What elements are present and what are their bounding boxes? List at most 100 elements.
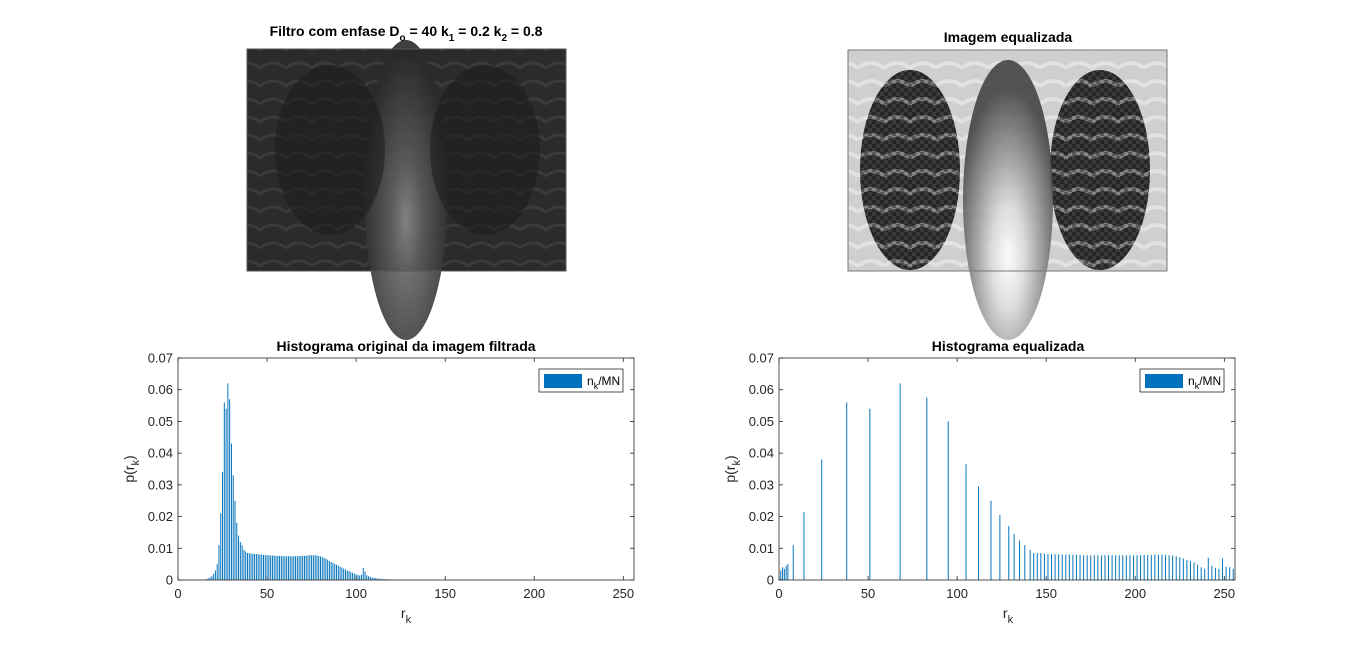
bar: [1068, 554, 1070, 580]
bar: [321, 557, 323, 580]
bar: [254, 553, 256, 580]
bar: [350, 572, 352, 580]
bar: [318, 555, 320, 580]
bar: [1115, 555, 1117, 580]
bar: [230, 443, 232, 580]
bar: [965, 464, 967, 580]
bar: [218, 545, 220, 580]
bar: [255, 553, 257, 580]
image-panel-equalized: Imagem equalizada: [847, 29, 1168, 340]
chart-title: Histograma original da imagem filtrada: [276, 338, 535, 354]
bar: [261, 554, 263, 580]
bar: [926, 397, 928, 580]
bar: [1161, 554, 1163, 580]
bar: [357, 574, 359, 580]
bar: [225, 408, 227, 580]
bar: [1193, 562, 1195, 580]
bar: [213, 573, 215, 580]
legend: nk/MN: [538, 368, 624, 393]
bar: [284, 556, 286, 580]
bar-series: [780, 383, 1234, 580]
x-tick-label: 250: [612, 586, 634, 601]
y-tick-label: 0.04: [148, 446, 173, 461]
bar: [1179, 557, 1181, 580]
bar: [207, 578, 209, 580]
bar: [1072, 554, 1074, 580]
bar: [1140, 555, 1142, 580]
bar: [344, 569, 346, 580]
bar: [1083, 555, 1085, 580]
bar: [289, 556, 291, 580]
bar: [325, 558, 327, 580]
bar: [341, 567, 343, 580]
legend-swatch: [1145, 374, 1183, 388]
x-tick-label: 150: [1035, 586, 1057, 601]
legend-label: nk/MN: [1188, 374, 1221, 391]
x-tick-label: 0: [775, 586, 782, 601]
bar: [803, 511, 805, 580]
bar: [307, 555, 309, 580]
bar: [1132, 555, 1134, 580]
bar-series: [206, 383, 402, 580]
bar: [1218, 568, 1220, 580]
bar: [1061, 554, 1063, 580]
bar: [360, 574, 362, 580]
bar: [1207, 557, 1209, 580]
bar: [328, 560, 330, 580]
image-title-filtered: Filtro com enfase Do = 40 k1 = 0.2 k2 = …: [270, 23, 543, 44]
y-tick-label: 0.07: [749, 351, 774, 366]
x-axis-label: rk: [401, 605, 412, 626]
bar: [1047, 553, 1049, 580]
y-axis-label: p(rk): [722, 455, 743, 482]
bar: [1175, 556, 1177, 580]
bar: [1079, 554, 1081, 580]
bar: [1108, 555, 1110, 580]
bar: [990, 500, 992, 580]
bar: [1204, 568, 1206, 580]
bar: [1229, 567, 1231, 580]
bar: [303, 555, 305, 580]
bar: [220, 513, 222, 580]
bar: [236, 522, 238, 580]
bar: [280, 555, 282, 580]
xray-image-filtered: [246, 40, 567, 340]
bar: [373, 577, 375, 580]
bar: [298, 555, 300, 580]
image-title-equalized: Imagem equalizada: [944, 29, 1073, 45]
bar: [899, 383, 901, 580]
bar: [348, 571, 350, 580]
bar: [380, 578, 382, 580]
bar: [250, 553, 252, 580]
y-tick-label: 0.01: [148, 541, 173, 556]
bar: [243, 549, 245, 580]
bar: [999, 514, 1001, 580]
bar: [296, 556, 298, 580]
bar: [1189, 560, 1191, 580]
bar: [369, 576, 371, 580]
bar: [311, 555, 313, 580]
bar: [1122, 555, 1124, 580]
bar: [780, 570, 782, 580]
x-tick-label: 0: [174, 586, 181, 601]
bar: [327, 559, 329, 580]
bar: [273, 555, 275, 580]
bar: [238, 535, 240, 580]
bar: [353, 573, 355, 580]
y-tick-label: 0.02: [148, 509, 173, 524]
bar: [359, 575, 361, 580]
bar: [346, 570, 348, 580]
bar: [1154, 554, 1156, 580]
legend-label: nk/MN: [587, 374, 620, 391]
bar: [291, 556, 293, 580]
bar: [248, 553, 250, 580]
y-tick-label: 0.06: [148, 382, 173, 397]
legend: nk/MN: [1139, 368, 1225, 393]
bar: [287, 556, 289, 580]
x-tick-label: 150: [434, 586, 456, 601]
bar: [234, 500, 236, 580]
bar: [1125, 555, 1127, 580]
chart-title: Histograma equalizada: [932, 338, 1085, 354]
bar: [264, 554, 266, 580]
plot-frame: [177, 357, 635, 581]
